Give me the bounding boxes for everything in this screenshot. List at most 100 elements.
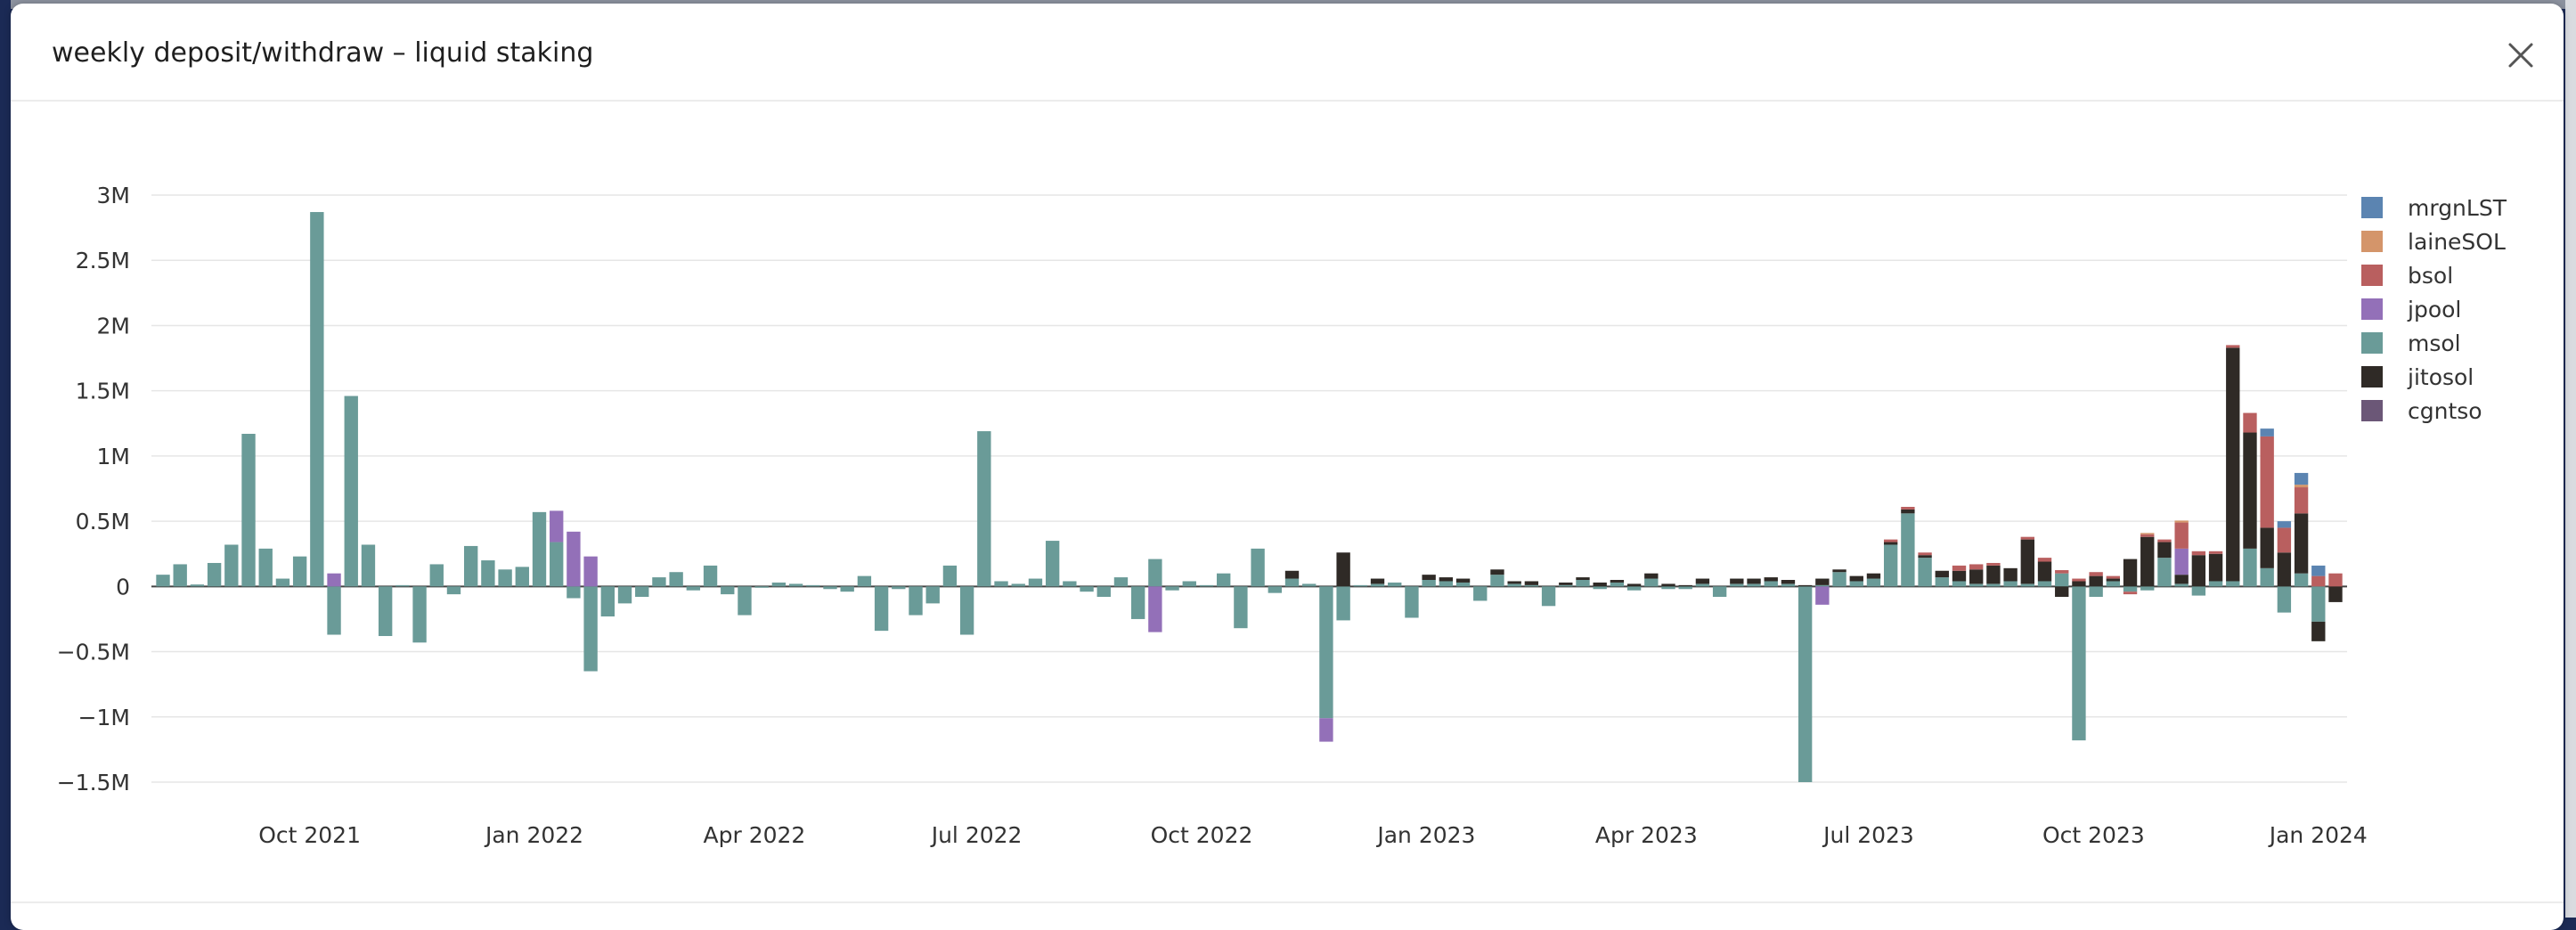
bar-msol — [2072, 586, 2086, 741]
bar-msol — [1747, 583, 1761, 587]
bar-msol — [1935, 577, 1949, 587]
bar-msol — [327, 586, 341, 635]
x-tick-label: Jan 2024 — [2268, 822, 2368, 848]
bar-msol — [241, 433, 256, 587]
bar-jitosol — [2003, 567, 2018, 582]
bar-mrgnLST — [2311, 565, 2326, 576]
bar-jitosol — [2055, 586, 2069, 598]
bar-jitosol — [2208, 553, 2223, 582]
bar-msol — [1217, 573, 1231, 587]
bar-msol — [173, 564, 187, 587]
y-tick-label: 1M — [97, 444, 130, 469]
bar-msol — [1388, 582, 1402, 587]
bar-jitosol — [1935, 570, 1949, 578]
legend-label-bsol: bsol — [2408, 263, 2453, 289]
bar-msol — [446, 586, 461, 595]
bar-bsol — [2089, 572, 2103, 576]
bar-jitosol — [2020, 539, 2034, 584]
bar-msol — [550, 542, 564, 587]
bar-jitosol — [1644, 573, 1659, 579]
bar-jitosol — [1490, 569, 1504, 575]
bar-msol — [1678, 586, 1692, 590]
bar-msol — [481, 560, 495, 587]
x-tick-label: Oct 2021 — [258, 822, 361, 848]
bar-msol — [1593, 586, 1607, 590]
bar-bsol — [2072, 578, 2086, 582]
backdrop-right — [2565, 0, 2576, 918]
y-tick-label: 1.5M — [76, 379, 130, 404]
bar-bsol — [1883, 539, 1898, 542]
bar-msol — [1815, 584, 1830, 587]
bar-jitosol — [1284, 570, 1300, 579]
bar-msol — [567, 586, 581, 599]
bar-jitosol — [2123, 559, 2138, 587]
x-tick-label: Apr 2023 — [1595, 822, 1698, 848]
bar-msol — [2277, 586, 2292, 613]
bar-msol — [1849, 581, 1863, 587]
bar-msol — [874, 586, 889, 632]
bar-jitosol — [1524, 581, 1539, 585]
bar-mrgnLST — [2294, 472, 2309, 485]
bar-msol — [994, 581, 1008, 587]
bar-jpool — [1148, 586, 1162, 632]
bar-msol — [1473, 586, 1488, 601]
bar-msol — [1969, 583, 1984, 587]
bar-msol — [806, 584, 820, 587]
bar-msol — [2140, 586, 2155, 591]
bar-msol — [1113, 577, 1129, 587]
x-tick-label: Jul 2023 — [1822, 822, 1914, 848]
bar-msol — [1918, 558, 1932, 587]
bar-jitosol — [1695, 578, 1710, 584]
bar-msol — [1576, 580, 1590, 587]
bar-bsol — [1918, 552, 1932, 556]
bar-msol — [1490, 575, 1504, 587]
bar-msol — [703, 565, 718, 587]
bar-msol — [2157, 558, 2172, 587]
bar-msol — [1524, 584, 1539, 587]
bar-msol — [583, 586, 598, 672]
bar-bsol — [2106, 575, 2121, 579]
bar-jitosol — [1678, 584, 1692, 587]
close-icon[interactable] — [2505, 39, 2537, 71]
bar-msol — [207, 562, 222, 587]
bar-msol — [1130, 586, 1145, 619]
bar-jitosol — [1781, 580, 1796, 584]
bar-msol — [1336, 586, 1350, 621]
bar-msol — [498, 569, 512, 587]
bar-msol — [1952, 581, 1967, 587]
bar-jitosol — [1336, 552, 1350, 587]
bar-msol — [1028, 578, 1043, 587]
bar-jitosol — [1593, 582, 1607, 587]
bar-jitosol — [1422, 575, 1436, 581]
bar-laineSOL — [2174, 520, 2189, 523]
legend-swatch-jitosol — [2361, 366, 2383, 388]
legend-swatch-msol — [2361, 332, 2383, 354]
bar-bsol — [2037, 558, 2052, 562]
bar-msol — [190, 584, 205, 587]
legend-label-cgntso: cgntso — [2408, 398, 2482, 424]
bar-msol — [925, 586, 940, 604]
bar-msol — [2055, 573, 2069, 587]
bar-jitosol — [1370, 578, 1385, 584]
bar-bsol — [1952, 565, 1967, 571]
bar-msol — [1302, 583, 1317, 587]
bar-msol — [1063, 581, 1077, 587]
bar-mrgnLST — [2260, 428, 2274, 436]
bar-msol — [771, 582, 787, 587]
x-tick-label: Apr 2022 — [704, 822, 806, 848]
bar-msol — [1096, 586, 1111, 598]
bar-msol — [1011, 583, 1025, 587]
bar-jitosol — [2328, 586, 2343, 602]
bar-jitosol — [2072, 581, 2086, 587]
bar-msol — [1405, 586, 1419, 618]
backdrop-left — [0, 0, 11, 918]
bar-msol — [412, 586, 427, 643]
legend-label-jpool: jpool — [2407, 297, 2461, 322]
bar-msol — [2260, 567, 2274, 587]
bar-msol — [2311, 586, 2326, 622]
bar-msol — [156, 575, 170, 587]
bar-msol — [1781, 583, 1796, 587]
legend-label-laineSOL: laineSOL — [2408, 229, 2506, 255]
bar-msol — [2294, 573, 2309, 587]
x-tick-label: Oct 2022 — [1151, 822, 1253, 848]
